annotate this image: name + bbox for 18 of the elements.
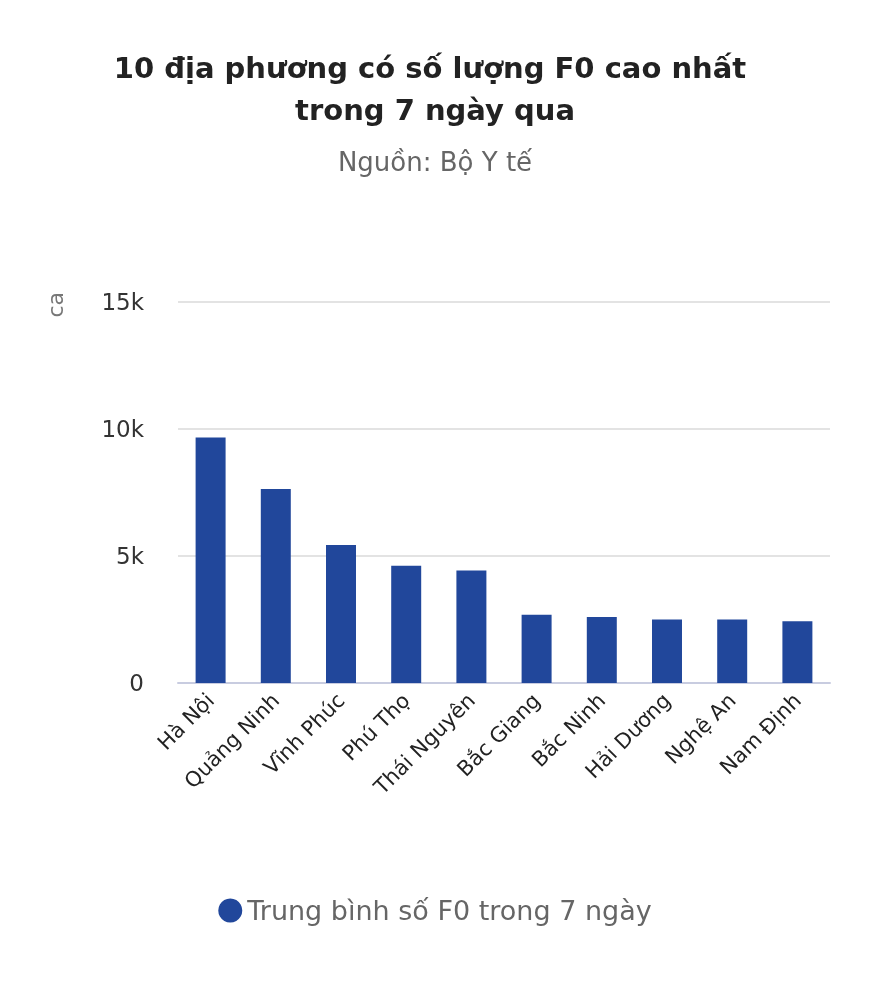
bar (586, 616, 617, 683)
chart-subtitle: Nguồn: Bộ Y tế (337, 147, 533, 177)
bar (456, 570, 487, 683)
bar (326, 545, 356, 683)
y-tick-label: 15k (101, 289, 145, 315)
y-tick-label: 10k (101, 416, 145, 442)
bar (391, 565, 422, 683)
y-axis-title: ca (42, 292, 68, 318)
y-tick-label: 5k (116, 543, 145, 569)
bar (652, 619, 682, 683)
bar (782, 621, 813, 683)
bar (717, 619, 748, 683)
y-tick-label: 0 (129, 670, 144, 696)
bar (521, 614, 552, 683)
chart-title: 10 địa phương có số lượng F0 cao nhất trong 7 ngày qua (113, 51, 757, 127)
legend-label: Trung bình số F0 trong 7 ngày (246, 895, 652, 926)
bar (260, 488, 291, 683)
bar (195, 437, 226, 683)
